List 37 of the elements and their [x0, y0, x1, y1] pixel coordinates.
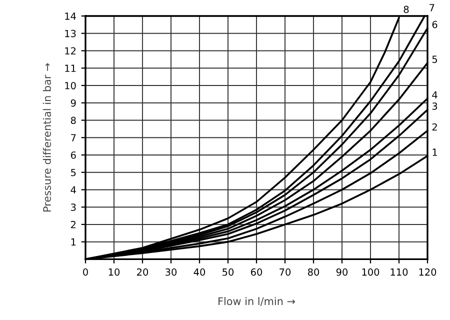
y-tick-label: 14 — [65, 12, 76, 20]
x-tick-label: 50 — [222, 268, 234, 276]
y-tick-label: 8 — [70, 116, 76, 124]
x-tick-label: 80 — [308, 268, 320, 276]
y-tick-label: 11 — [65, 64, 76, 72]
x-tick-label: 100 — [362, 268, 380, 276]
x-tick-label: 10 — [108, 268, 120, 276]
series-label: 1 — [432, 148, 437, 156]
x-tick-label: 30 — [166, 268, 177, 276]
y-tick-label: 3 — [71, 204, 76, 211]
series-label: 6 — [432, 20, 438, 28]
y-tick-label: 13 — [65, 30, 76, 38]
y-tick-label: 5 — [71, 168, 76, 176]
y-tick-label: 6 — [70, 151, 76, 159]
series-label: 4 — [432, 91, 438, 98]
x-axis-title: Flow in l/min → — [218, 297, 295, 306]
series-label: 5 — [432, 56, 438, 63]
x-tick-label: 120 — [419, 268, 436, 276]
series-label: 8 — [404, 6, 409, 14]
y-tick-label: 4 — [70, 186, 76, 194]
x-tick-label: 90 — [336, 268, 348, 276]
x-tick-label: 60 — [250, 268, 262, 276]
x-tick-label: 110 — [390, 268, 408, 276]
y-tick-label: 9 — [70, 99, 76, 107]
x-tick-label: 70 — [280, 268, 291, 276]
series-label: 2 — [432, 123, 437, 131]
x-tick-label: 20 — [137, 268, 148, 276]
series-label: 3 — [432, 102, 438, 110]
y-tick-label: 10 — [65, 82, 76, 90]
y-axis-title: Pressure differential in bar → — [42, 63, 51, 212]
x-tick-label: 0 — [83, 268, 88, 276]
series-label: 7 — [430, 4, 434, 12]
y-tick-label: 2 — [71, 220, 76, 228]
x-tick-label: 40 — [194, 268, 206, 276]
y-tick-label: 12 — [65, 47, 76, 54]
y-tick-label: 1 — [71, 238, 76, 246]
y-tick-label: 7 — [71, 134, 76, 142]
